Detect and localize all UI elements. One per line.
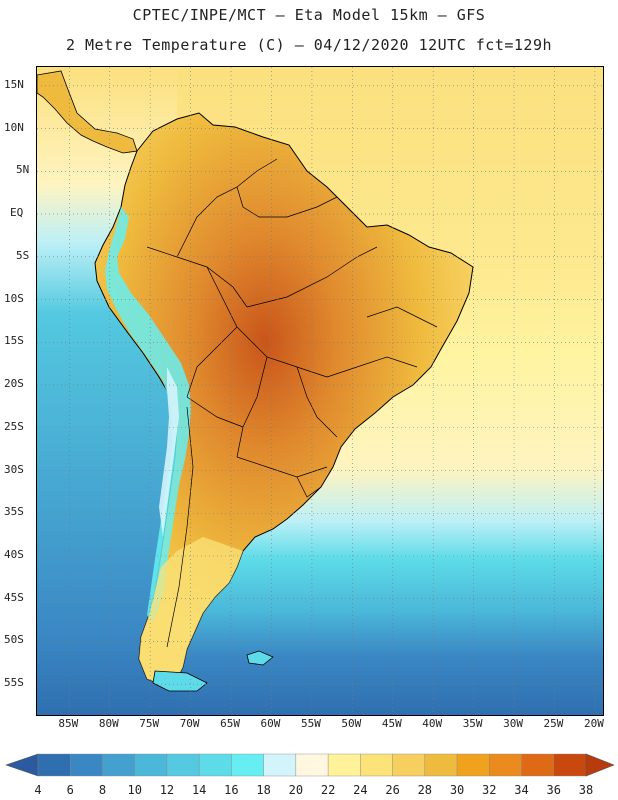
colorbar-tick-label: 36 <box>546 783 561 797</box>
colorbar-tick-label: 38 <box>578 783 594 797</box>
lon-label: 55W <box>300 717 321 730</box>
falkland-islands <box>246 650 274 666</box>
lat-label: 30S <box>4 462 24 476</box>
lat-label: 5N <box>16 163 30 177</box>
lat-label: EQ <box>10 206 24 220</box>
colorbar-tick-label: 24 <box>353 783 368 797</box>
lon-label: 75W <box>139 717 160 730</box>
lon-label: 70W <box>179 717 200 730</box>
colorbar-swatch <box>70 753 103 777</box>
map-canvas <box>37 67 603 715</box>
colorbar-swatch <box>489 753 522 777</box>
colorbar-swatch <box>553 753 587 777</box>
tierra-del-fuego <box>152 670 208 692</box>
colorbar-swatch <box>424 753 458 777</box>
colorbar-swatch <box>134 753 168 777</box>
patagonia <box>139 537 243 685</box>
lat-label: 40S <box>4 547 24 561</box>
colorbar-swatch <box>102 753 135 777</box>
lat-label: 25S <box>4 419 24 433</box>
colorbar-swatch <box>392 753 426 777</box>
temperature-map <box>36 66 604 716</box>
map-subtitle: 2 Metre Temperature (C) — 04/12/2020 12U… <box>65 36 553 54</box>
lon-label: 45W <box>381 717 402 730</box>
lat-lon-grid <box>37 67 603 715</box>
colorbar-tick-label: 22 <box>320 783 336 797</box>
lat-label: 45S <box>4 590 24 604</box>
lat-label: 10S <box>4 291 24 305</box>
colorbar-tick-label: 10 <box>127 783 142 797</box>
colorbar-low-arrow <box>5 753 39 777</box>
lon-label: 85W <box>58 717 79 730</box>
lat-label: 35S <box>4 505 24 519</box>
colorbar-tick-label: 18 <box>256 783 271 797</box>
lat-label: 15N <box>4 77 24 91</box>
lon-label: 65W <box>220 717 240 730</box>
colorbar-swatch <box>198 753 232 777</box>
lon-label: 20W <box>583 717 604 730</box>
lat-label: 55S <box>4 676 24 690</box>
colorbar-tick-label: 4 <box>34 783 42 797</box>
lon-label: 80W <box>98 717 119 730</box>
lat-label: 50S <box>4 633 24 647</box>
lat-label: 10N <box>4 120 24 134</box>
colorbar-swatch <box>327 753 361 777</box>
lat-label: 5S <box>16 248 30 262</box>
colorbar-tick-label: 28 <box>417 783 433 797</box>
colorbar-tick-label: 30 <box>449 783 465 797</box>
map-title: CPTEC/INPE/MCT — Eta Model 15km — GFS <box>132 6 486 24</box>
colorbar-tick-label: 20 <box>288 783 304 797</box>
andes-cold-strip <box>105 207 191 623</box>
central-america <box>37 70 138 154</box>
colorbar-swatch <box>166 753 200 777</box>
colorbar-tick-label: 16 <box>224 783 239 797</box>
lon-label: 50W <box>341 717 362 730</box>
colorbar-swatch <box>295 753 329 777</box>
colorbar-high-arrow <box>585 753 615 777</box>
colorbar-swatch <box>231 753 264 777</box>
colorbar-tick-label: 26 <box>385 783 400 797</box>
colorbar-tick-label: 14 <box>191 783 207 797</box>
lon-label: 25W <box>543 717 564 730</box>
colorbar-tick-label: 34 <box>514 783 529 797</box>
colorbar-swatch <box>37 753 71 777</box>
lat-label: 15S <box>4 334 24 348</box>
colorbar-tick-label: 32 <box>482 783 497 797</box>
colorbar <box>5 753 615 777</box>
colorbar-tick-label: 8 <box>98 783 107 797</box>
colorbar-swatch <box>360 753 393 777</box>
lon-label: 35W <box>462 717 483 730</box>
lon-label: 40W <box>422 717 443 730</box>
colorbar-tick-label: 6 <box>66 783 74 797</box>
andes-snow <box>159 367 179 537</box>
lon-label: 60W <box>260 717 281 730</box>
colorbar-swatch <box>263 753 297 777</box>
colorbar-tick-label: 12 <box>159 783 175 797</box>
colorbar-swatch <box>456 753 490 777</box>
colorbar-swatch <box>521 753 554 777</box>
lon-label: 30W <box>503 717 523 730</box>
lat-label: 20S <box>4 377 24 391</box>
